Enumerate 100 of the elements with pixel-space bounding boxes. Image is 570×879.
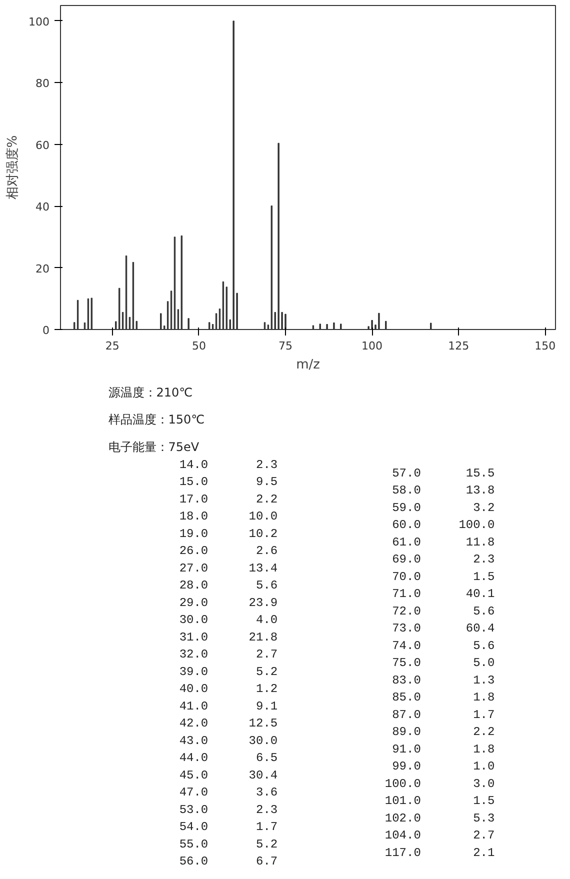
text: 5.2 — [256, 837, 278, 852]
text: 1.7 — [256, 820, 278, 834]
category-label: 53.0 — [179, 802, 208, 817]
category-label: 85.0 — [392, 690, 421, 705]
category-label: 27.0 — [179, 561, 208, 576]
text: 1.2 — [256, 682, 278, 696]
text: 10.2 — [248, 526, 278, 541]
text: 60.4 — [466, 622, 495, 636]
x-tick-label: 125 — [448, 340, 470, 352]
text: 30.4 — [248, 768, 278, 782]
text: 21.8 — [248, 630, 278, 644]
text: 2.1 — [473, 846, 495, 860]
category-label: 31.0 — [179, 630, 208, 644]
text: 6.5 — [256, 751, 278, 766]
text: 5.3 — [473, 811, 495, 826]
category-label: 15.0 — [179, 475, 208, 490]
text: 3.0 — [473, 776, 495, 791]
category-label: 87.0 — [392, 708, 421, 722]
x-tick-label: 75 — [278, 340, 292, 352]
category-label: 42.0 — [179, 716, 208, 731]
text: 5.6 — [473, 638, 495, 653]
text: 15.5 — [466, 466, 495, 480]
text: 2.7 — [256, 648, 278, 662]
text: 5.6 — [473, 604, 495, 618]
category-label: 83.0 — [392, 673, 421, 688]
text: 13.4 — [248, 561, 278, 576]
category-label: 75.0 — [392, 656, 421, 670]
category-label: 54.0 — [179, 820, 208, 834]
category-label: 17.0 — [179, 492, 208, 506]
text: 样品温度：150℃ — [108, 412, 205, 427]
text: 1.5 — [473, 570, 495, 584]
category-label: 32.0 — [179, 648, 208, 662]
text: 源温度：210℃ — [108, 385, 193, 400]
category-label: 99.0 — [392, 760, 421, 774]
category-label: 61.0 — [392, 535, 421, 550]
category-label: 30.0 — [179, 613, 208, 628]
category-label: 45.0 — [179, 768, 208, 782]
category-label: 74.0 — [392, 638, 421, 653]
text: 1.8 — [473, 742, 495, 756]
text: 9.1 — [256, 699, 278, 714]
text: 10.0 — [248, 510, 278, 524]
category-label: 55.0 — [179, 837, 208, 852]
category-label: 104.0 — [384, 828, 421, 843]
x-axis-title: m/z — [296, 358, 320, 372]
category-label: 26.0 — [179, 544, 208, 558]
category-label: 47.0 — [179, 786, 208, 800]
text: 2.2 — [256, 492, 278, 506]
text: 1.7 — [473, 708, 495, 722]
text: 13.8 — [466, 484, 495, 498]
text: 5.2 — [256, 664, 278, 679]
text: 2.7 — [473, 828, 495, 843]
text: 5.0 — [473, 656, 495, 670]
text: 30.0 — [248, 734, 278, 748]
category-label: 19.0 — [179, 526, 208, 541]
y-tick-label: 0 — [42, 324, 50, 337]
text: 2.6 — [256, 544, 278, 558]
text: 100.0 — [458, 518, 495, 532]
category-label: 72.0 — [392, 604, 421, 618]
category-label: 29.0 — [179, 596, 208, 610]
y-axis-title: 相对强度% — [4, 135, 21, 200]
text: 1.3 — [473, 673, 495, 688]
x-tick-label: 25 — [105, 340, 120, 352]
category-label: 59.0 — [392, 500, 421, 515]
category-label: 18.0 — [179, 510, 208, 524]
y-tick-label: 60 — [36, 138, 50, 152]
category-label: 101.0 — [384, 794, 421, 808]
category-label: 91.0 — [392, 742, 421, 756]
text: 2.2 — [473, 725, 495, 740]
text: 6.7 — [256, 854, 278, 869]
text: 1.0 — [473, 760, 495, 774]
text: 11.8 — [466, 535, 495, 550]
text: 2.3 — [473, 552, 495, 567]
category-label: 43.0 — [179, 734, 208, 748]
x-tick-label: 100 — [362, 340, 383, 352]
category-label: 117.0 — [384, 846, 421, 860]
category-label: 56.0 — [179, 854, 208, 869]
text: 40.1 — [466, 587, 495, 602]
category-label: 57.0 — [392, 466, 421, 480]
category-label: 69.0 — [392, 552, 421, 567]
text: 3.2 — [473, 500, 495, 515]
category-label: 60.0 — [392, 518, 421, 532]
text: 9.5 — [256, 475, 278, 490]
category-label: 39.0 — [179, 664, 208, 679]
x-tick-label: 150 — [534, 340, 556, 352]
text: 5.6 — [256, 578, 278, 593]
text: 1.8 — [473, 690, 495, 705]
category-label: 102.0 — [384, 811, 421, 826]
y-tick-label: 80 — [36, 77, 50, 90]
x-tick-label: 50 — [192, 340, 206, 352]
text: 2.3 — [256, 802, 278, 817]
text: 1.5 — [473, 794, 495, 808]
category-label: 71.0 — [392, 587, 421, 602]
category-label: 73.0 — [392, 622, 421, 636]
text: 3.6 — [256, 786, 278, 800]
text: 电子能量：75eV — [108, 440, 200, 454]
category-label: 58.0 — [392, 484, 421, 498]
category-label: 14.0 — [179, 458, 208, 472]
category-label: 41.0 — [179, 699, 208, 714]
category-label: 44.0 — [179, 751, 208, 766]
y-tick-label: 40 — [36, 200, 50, 214]
